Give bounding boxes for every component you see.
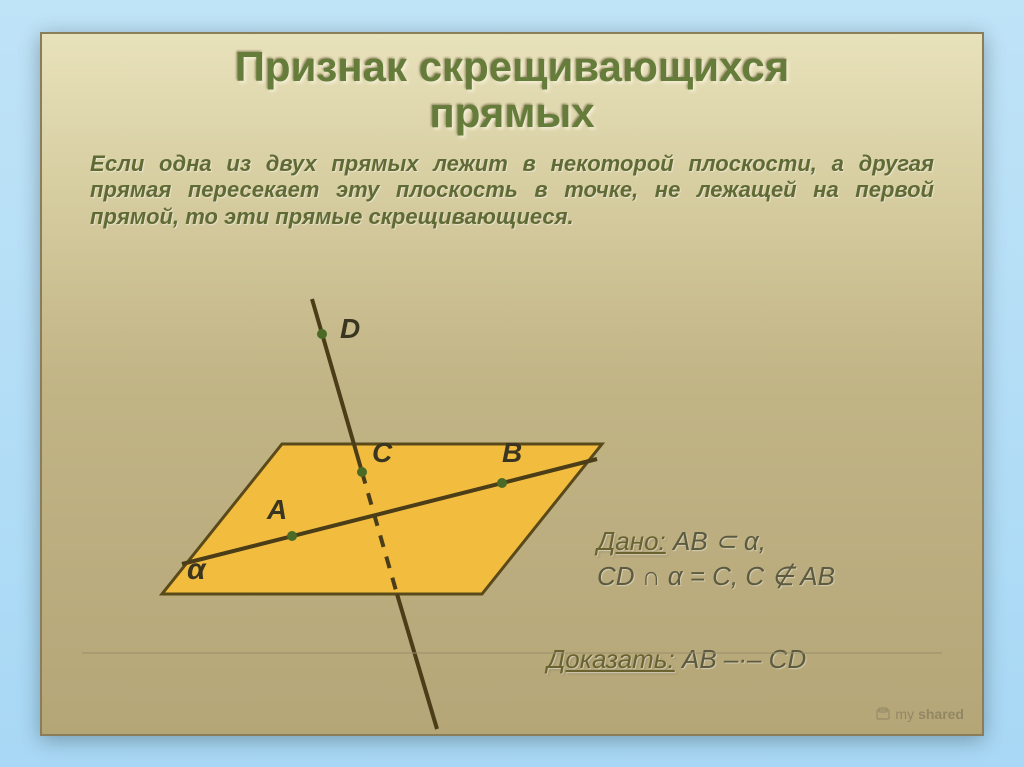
watermark-shared: shared (918, 706, 964, 722)
label-a: A (266, 494, 287, 525)
outer-background: Признак скрещивающихся прямых Если одна … (0, 0, 1024, 767)
point-b (497, 478, 507, 488)
given-line-2: CD ∩ α = C, C ∉ AB (597, 561, 835, 591)
slide-title: Признак скрещивающихся прямых (42, 44, 982, 136)
given-block: Дано: АВ ⊂ α, CD ∩ α = C, C ∉ AB (597, 524, 927, 594)
watermark-my: my (895, 706, 914, 722)
watermark-icon (875, 706, 891, 722)
theorem-statement: Если одна из двух прямых лежит в некотор… (90, 151, 934, 230)
point-a (287, 531, 297, 541)
given-label: Дано: (597, 526, 666, 556)
title-line-2: прямых (429, 89, 594, 136)
point-d (317, 329, 327, 339)
point-c (357, 467, 367, 477)
prove-text: AB –·– CD (675, 644, 807, 674)
label-alpha: α (187, 553, 207, 586)
footer-divider (82, 652, 942, 654)
prove-label: Доказать: (547, 644, 675, 674)
label-c: C (372, 437, 393, 468)
label-d: D (340, 313, 360, 344)
title-line-1: Признак скрещивающихся (235, 43, 790, 90)
line-cd-below (397, 594, 437, 729)
diagram: A B C D α Дано: АВ ⊂ α, CD ∩ α = C, C ∉ … (42, 294, 982, 734)
prove-block: Доказать: AB –·– CD (547, 644, 927, 675)
watermark: myshared (875, 706, 964, 722)
label-b: B (502, 437, 522, 468)
slide: Признак скрещивающихся прямых Если одна … (40, 32, 984, 736)
given-line-1: АВ ⊂ α, (666, 526, 766, 556)
